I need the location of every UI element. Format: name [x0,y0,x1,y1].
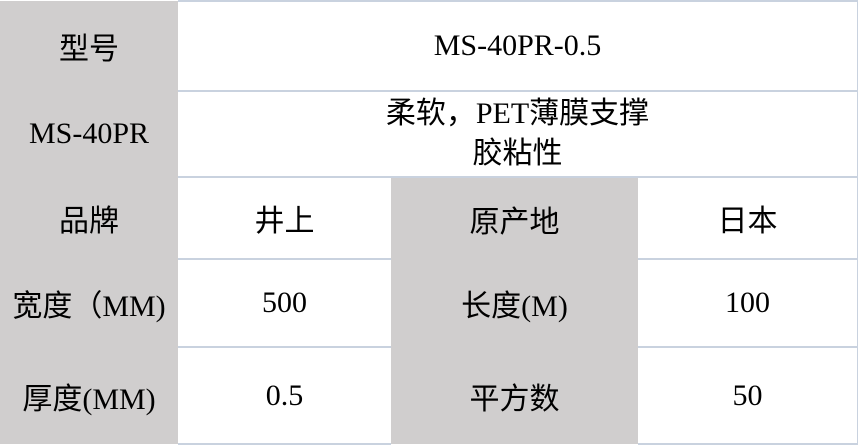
spec-label-series: MS-40PR [0,91,178,177]
spec-value-origin: 日本 [638,176,858,260]
spec-label-brand: 品牌 [0,177,178,259]
spec-description-line2: 胶粘性 [472,137,563,170]
spec-value-thickness: 0.5 [178,346,391,445]
spec-label-thickness: 厚度(MM) [0,347,178,444]
spec-value-area: 50 [638,346,858,445]
spec-label-length: 长度(M) [391,259,638,347]
spec-row-brand-origin: 品牌 井上 原产地 日本 [0,176,858,260]
spec-value-width: 500 [178,258,391,348]
spec-description-line1: 柔软，PET薄膜支撑 [385,97,650,130]
spec-value-length: 100 [638,258,858,348]
spec-value-model: MS-40PR-0.5 [178,0,858,92]
spec-row-thickness-area: 厚度(MM) 0.5 平方数 50 [0,346,858,445]
spec-label-width: 宽度（MM) [0,259,178,347]
spec-row-width-length: 宽度（MM) 500 长度(M) 100 [0,258,858,348]
spec-label-area: 平方数 [391,347,638,444]
spec-value-brand: 井上 [178,176,391,260]
spec-value-description: 柔软，PET薄膜支撑 胶粘性 [178,90,858,178]
spec-row-model: 型号 MS-40PR-0.5 [0,0,858,92]
spec-row-series: MS-40PR 柔软，PET薄膜支撑 胶粘性 [0,90,858,178]
spec-label-origin: 原产地 [391,177,638,259]
spec-label-model: 型号 [0,1,178,91]
